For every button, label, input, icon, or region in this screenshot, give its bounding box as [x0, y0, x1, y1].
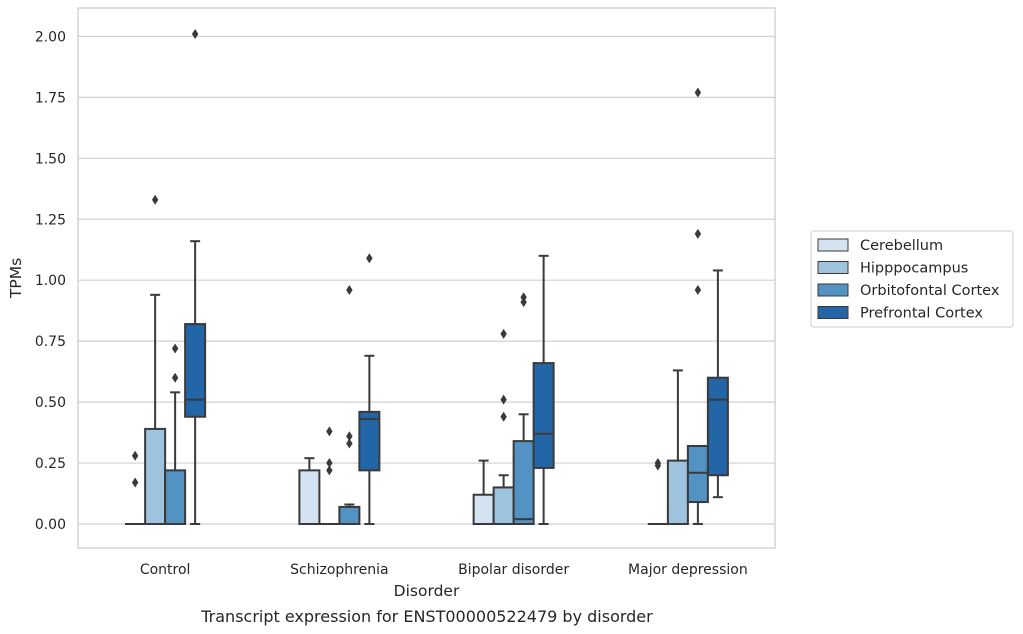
x-tick-label: Control [140, 562, 191, 578]
box-body [666, 459, 689, 525]
x-tick-label: Major depression [628, 562, 748, 578]
y-tick-label: 1.50 [35, 151, 66, 167]
box-body [358, 410, 381, 472]
outlier-point [346, 284, 353, 295]
outlier-point [694, 284, 702, 295]
y-tick-label: 0.75 [35, 334, 66, 350]
y-tick-labels: 0.00 0.25 0.50 0.75 1.00 1.25 1.50 1.75 2.00 [35, 29, 66, 533]
box-body [706, 376, 729, 477]
outlier-point [151, 194, 159, 205]
box-body [184, 323, 207, 418]
outlier-point [694, 87, 702, 98]
legend-label: Prefrontal Cortex [860, 306, 983, 322]
chart-caption: Transcript expression for ENST0000052247… [200, 607, 653, 626]
box-body [492, 486, 515, 525]
outlier-point [326, 465, 333, 476]
y-tick-label: 1.25 [35, 212, 66, 228]
legend-label: Orbitofontal Cortex [860, 283, 1000, 299]
outlier-point [326, 458, 333, 469]
box-groups [125, 28, 729, 526]
y-tick-label: 0.00 [35, 517, 66, 533]
outlier-point [366, 253, 373, 264]
y-tick-label: 2.00 [35, 29, 66, 45]
outlier-point [500, 328, 507, 339]
y-tick-label: 1.75 [35, 90, 66, 106]
y-axis-label: TPMs [7, 258, 25, 299]
legend-label: Cerebellum [860, 238, 943, 254]
box-orbitofontal-cortex [338, 284, 361, 525]
box-hipppocampus [144, 194, 167, 525]
legend-label: Hipppocampus [860, 261, 968, 277]
outlier-point [694, 228, 702, 239]
legend-swatch [817, 261, 849, 274]
box-body [472, 493, 495, 525]
grid-lines [78, 35, 775, 525]
box-orbitofontal-cortex [686, 87, 709, 525]
x-tick-label: Schizophrenia [290, 562, 388, 578]
box-cerebellum [472, 459, 495, 525]
legend-swatch [817, 238, 849, 252]
box-cerebellum [298, 457, 321, 526]
outlier-point [654, 458, 662, 469]
y-tick-label: 0.50 [35, 395, 66, 411]
outlier-point [171, 343, 179, 354]
box-hipppocampus [319, 426, 340, 525]
box-body [144, 427, 167, 525]
outlier-point [326, 426, 333, 437]
outlier-point [131, 450, 139, 461]
box-body [338, 505, 361, 525]
box-body [298, 469, 321, 526]
outlier-point [191, 28, 199, 39]
box-orbitofontal-cortex [164, 343, 187, 526]
outlier-point [131, 477, 139, 488]
plot-frame [77, 7, 776, 549]
x-tick-label: Bipolar disorder [458, 562, 569, 578]
box-body [686, 444, 709, 504]
box-hipppocampus [492, 328, 515, 525]
y-tick-label: 1.00 [35, 273, 66, 289]
box-cerebellum [647, 458, 668, 525]
y-tick-label: 0.25 [35, 456, 66, 472]
box-orbitofontal-cortex [512, 292, 535, 525]
box-prefrontal-cortex [532, 254, 555, 525]
legend-swatch [817, 306, 849, 319]
outlier-point [500, 411, 507, 422]
legend-frame [810, 230, 1014, 328]
outlier-point [171, 372, 179, 383]
outlier-point [520, 292, 527, 303]
box-body [532, 362, 555, 469]
box-prefrontal-cortex [706, 269, 729, 499]
x-axis-label: Disorder [394, 582, 460, 600]
box-cerebellum [125, 450, 146, 525]
box-hipppocampus [666, 369, 689, 525]
box-prefrontal-cortex [184, 28, 207, 525]
outlier-point [346, 438, 353, 449]
legend: Cerebellum Hipppocampus Orbitofontal Corte… [810, 230, 1014, 328]
outlier-point [500, 394, 507, 405]
x-tick-labels: Control Schizophrenia Bipolar disorder Majo… [140, 562, 748, 578]
box-body [512, 440, 535, 525]
box-prefrontal-cortex [358, 253, 381, 525]
outlier-point [346, 431, 353, 442]
box-body [164, 469, 187, 526]
legend-swatch [817, 283, 849, 297]
